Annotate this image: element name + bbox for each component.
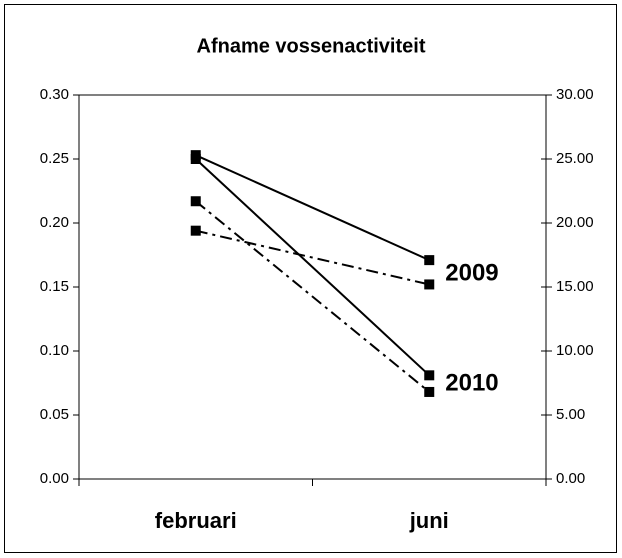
y2-tick-label: 25.00 — [556, 150, 594, 167]
point-marker — [424, 255, 435, 266]
series-line — [195, 154, 430, 262]
y2-tick-label: 10.00 — [556, 342, 594, 359]
point-marker — [424, 279, 435, 290]
y-tick-label: 0.00 — [40, 470, 69, 487]
annotation: 2009 — [445, 260, 498, 287]
series-line — [195, 229, 430, 286]
y2-tick-label: 0.00 — [556, 470, 585, 487]
series-line — [195, 200, 430, 393]
y-tick-label: 0.25 — [40, 150, 69, 167]
y-tick-label: 0.10 — [40, 342, 69, 359]
y-tick-label: 0.15 — [40, 278, 69, 295]
point-marker — [424, 386, 435, 397]
y2-tick-label: 20.00 — [556, 214, 594, 231]
y-tick-label: 0.05 — [40, 406, 69, 423]
y-tick-label: 0.20 — [40, 214, 69, 231]
y-tick-label: 0.30 — [40, 86, 69, 103]
chart-title: Afname vossenactiviteit — [197, 35, 426, 57]
point-marker — [190, 225, 201, 236]
y2-tick-label: 30.00 — [556, 86, 594, 103]
x-tick-label: februari — [155, 508, 237, 533]
point-marker — [190, 196, 201, 207]
x-tick-label: juni — [409, 508, 449, 533]
y2-tick-label: 5.00 — [556, 406, 585, 423]
series-line — [195, 158, 430, 377]
chart-border — [4, 4, 617, 553]
y2-tick-label: 15.00 — [556, 278, 594, 295]
annotation: 2010 — [445, 370, 498, 397]
point-marker — [424, 370, 435, 381]
point-marker — [190, 154, 201, 164]
